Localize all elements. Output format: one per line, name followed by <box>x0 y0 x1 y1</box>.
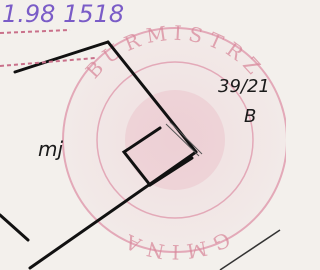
map-fragment: BURMISTRZ GMINA 1.98 1518 39/21 B mj <box>0 0 286 270</box>
parcel-letter: B <box>244 106 256 127</box>
parcel-number: 39/21 <box>218 76 270 97</box>
land-use-label: mj <box>38 137 63 161</box>
handwritten-note: 1.98 1518 <box>2 0 124 28</box>
